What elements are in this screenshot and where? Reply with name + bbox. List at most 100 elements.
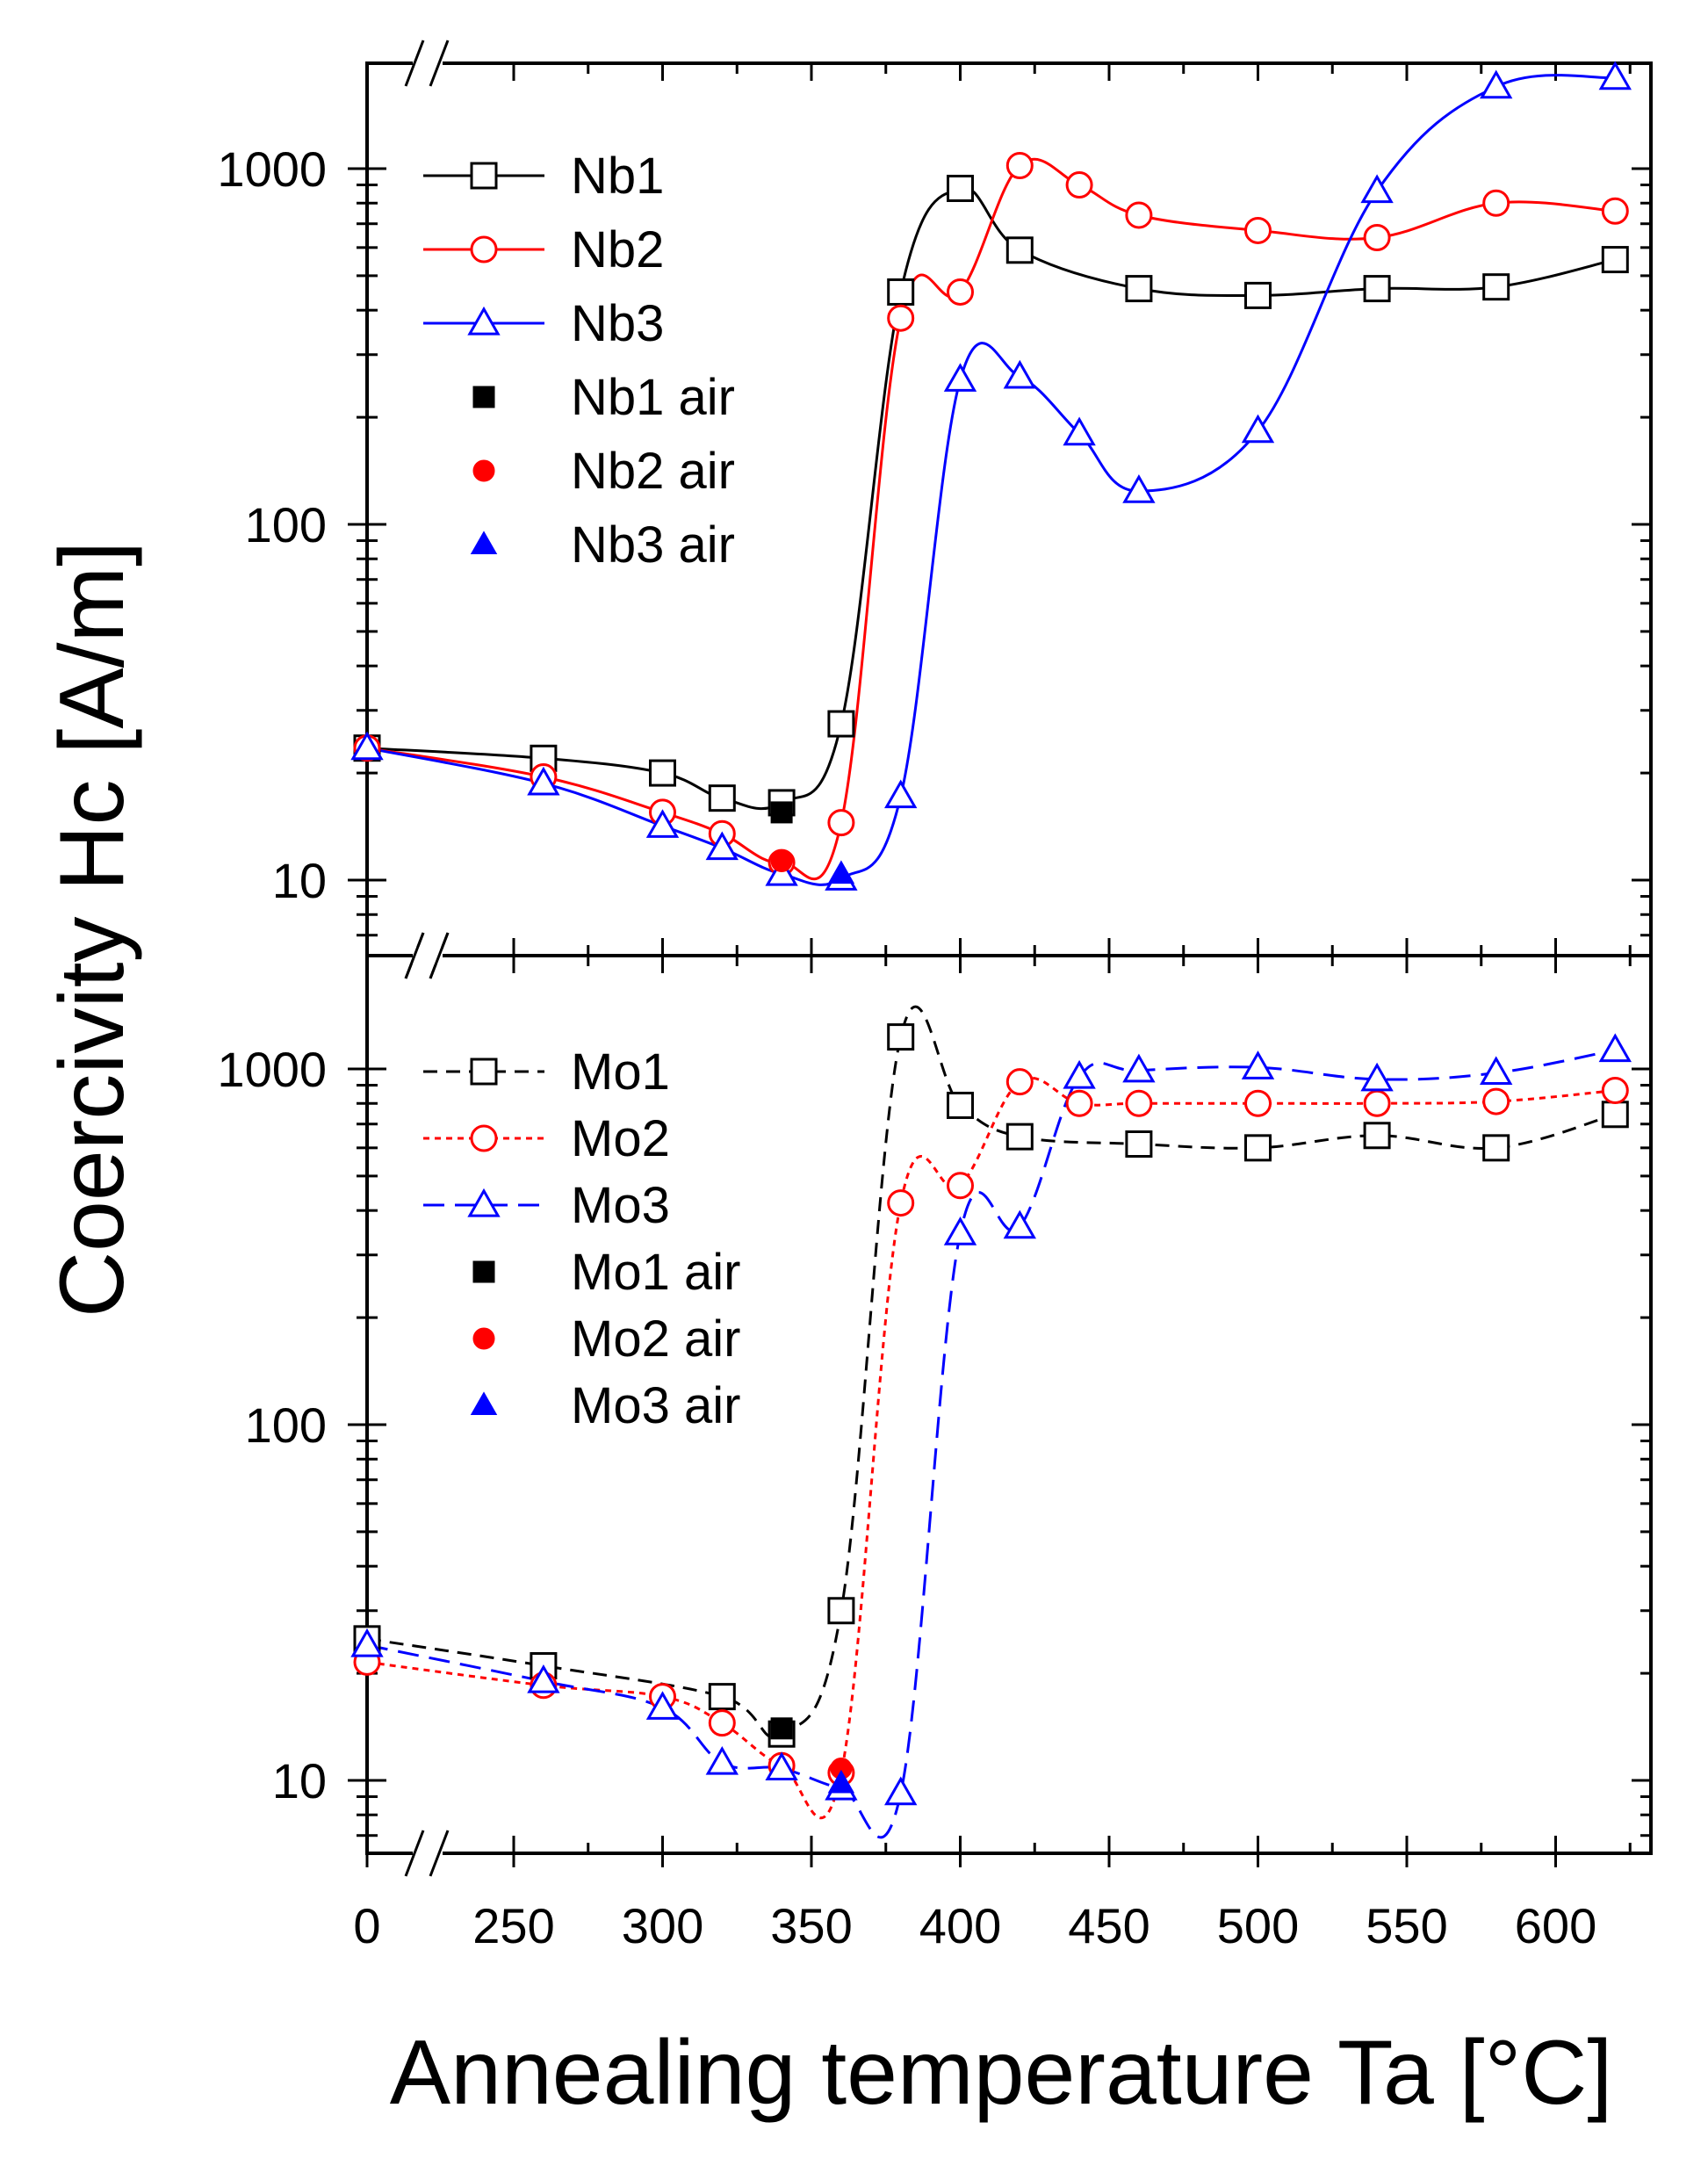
x-tick-label: 0 [353,1898,380,1953]
series-line-nb1 [366,186,1616,811]
data-point-mo3-air [827,1769,855,1794]
data-point-mo3 [645,1691,680,1720]
data-point-mo3 [1063,1059,1096,1089]
data-point-nb3 [645,809,680,838]
data-point-nb1 [1363,275,1391,303]
data-point-mo1 [1005,1123,1034,1151]
x-tick-label: 600 [1515,1898,1596,1953]
axis-break-mark [404,932,450,979]
legend-marker [467,1188,501,1217]
legend-item-mo1-air: Mo1 air [472,1244,740,1301]
legend-label: Mo1 [571,1043,670,1101]
axis-break-mark [404,40,450,87]
data-point-mo1 [1601,1101,1629,1129]
data-point-nb2 [1125,201,1153,229]
series-markers [350,61,1632,891]
plot-frame [365,61,1653,957]
x-axis-title: Annealing temperature Ta [°C] [390,2022,1612,2124]
x-tick-label: 550 [1366,1898,1447,1953]
x-tick-label: 400 [919,1898,1001,1953]
y-axis-title: Coercivity Hc [A/m] [41,541,143,1318]
data-point-nb1 [947,174,974,202]
data-point-mo2 [1244,1089,1272,1117]
y-axis-ticks [348,1067,1651,1837]
data-point-nb3 [884,779,918,809]
data-point-mo3 [884,1776,918,1806]
data-point-mo1 [1363,1122,1391,1150]
data-point-nb1 [1482,273,1510,301]
data-point-nb3 [1241,414,1275,444]
data-point-mo1 [1482,1134,1510,1162]
x-tick-label: 250 [472,1898,554,1953]
legend-label: Mo3 [571,1177,670,1234]
data-point-mo1 [947,1091,974,1119]
data-point-mo3 [1122,1053,1156,1083]
legend-item-mo1: Mo1 [423,1043,670,1101]
legend-marker [472,1327,495,1350]
axis-break-gap [413,54,443,72]
data-point-nb2 [1363,223,1391,251]
data-point-nb2 [1482,189,1510,217]
legend-item-mo3-air: Mo3 air [470,1377,740,1434]
data-point-mo2 [1601,1076,1629,1104]
data-point-nb1 [827,710,855,738]
data-point-mo2 [1363,1089,1391,1117]
data-point-mo2 [1125,1089,1153,1117]
x-tick-label: 300 [622,1898,703,1953]
x-tick-label: 500 [1217,1898,1299,1953]
legend-marker [470,1124,498,1152]
data-point-nb3 [1003,359,1036,389]
axis-break-gap [413,947,443,964]
data-point-nb3 [1063,416,1096,446]
data-point-mo3 [705,1745,739,1775]
data-point-nb3 [1480,69,1513,99]
legend-label: Mo2 air [571,1310,740,1368]
legend-marker [470,1058,498,1086]
y-tick-label: 10 [272,1753,327,1808]
data-point-nb2 [887,304,915,332]
legend-item-nb1: Nb1 [423,148,664,205]
data-point-nb3 [527,766,560,796]
data-point-mo3 [1360,1062,1394,1092]
legend-item-mo3: Mo3 [423,1177,670,1234]
y-tick-label: 10 [272,853,327,908]
data-point-mo2 [947,1172,974,1200]
data-point-nb2-air [770,850,793,873]
data-point-mo1 [827,1597,855,1625]
axis-break-slash [429,1830,450,1877]
legend-marker [470,1391,498,1415]
axis-break-slash [404,932,425,979]
legend: Mo1 Mo2 Mo3 Mo1 air Mo2 air Mo3 air [423,1043,740,1434]
legend-item-nb3: Nb3 [423,295,664,352]
data-point-nb2 [1244,216,1272,244]
legend-marker [472,386,495,408]
legend-marker [470,162,498,190]
bottom-panel: 10 100 1000 Mo1 Mo2 Mo3 Mo1 air Mo2 air Mo3 air [217,932,1653,1877]
data-point-mo2 [1482,1087,1510,1115]
plot-frame [365,954,1653,1855]
data-point-mo1 [887,1023,915,1051]
data-point-mo1 [1125,1130,1153,1159]
x-ticks [365,63,1632,970]
series-line-nb2 [366,157,1616,881]
data-point-mo3 [1598,1033,1632,1063]
legend-label: Mo2 [571,1110,670,1167]
data-point-mo2 [708,1709,736,1737]
data-point-nb1 [1244,281,1272,309]
axis-break-slash [404,1830,425,1877]
series-line-mo3 [366,1049,1616,1839]
legend-item-nb1-air: Nb1 air [472,369,735,426]
legend: Nb1 Nb2 Nb3 Nb1 air Nb2 air Nb3 air [423,148,735,574]
legend-marker [470,531,498,554]
y-tick-label: 1000 [217,1042,327,1097]
data-point-nb1 [1005,236,1034,264]
y-tick-label: 100 [245,497,327,552]
data-point-mo3 [350,1628,384,1657]
legend-marker [470,235,498,264]
legend-label: Nb3 air [571,516,735,574]
axis-break-mark [404,1830,450,1877]
data-point-nb1 [1601,246,1629,274]
data-point-mo2 [887,1189,915,1217]
axis-break-gap [413,1845,443,1862]
